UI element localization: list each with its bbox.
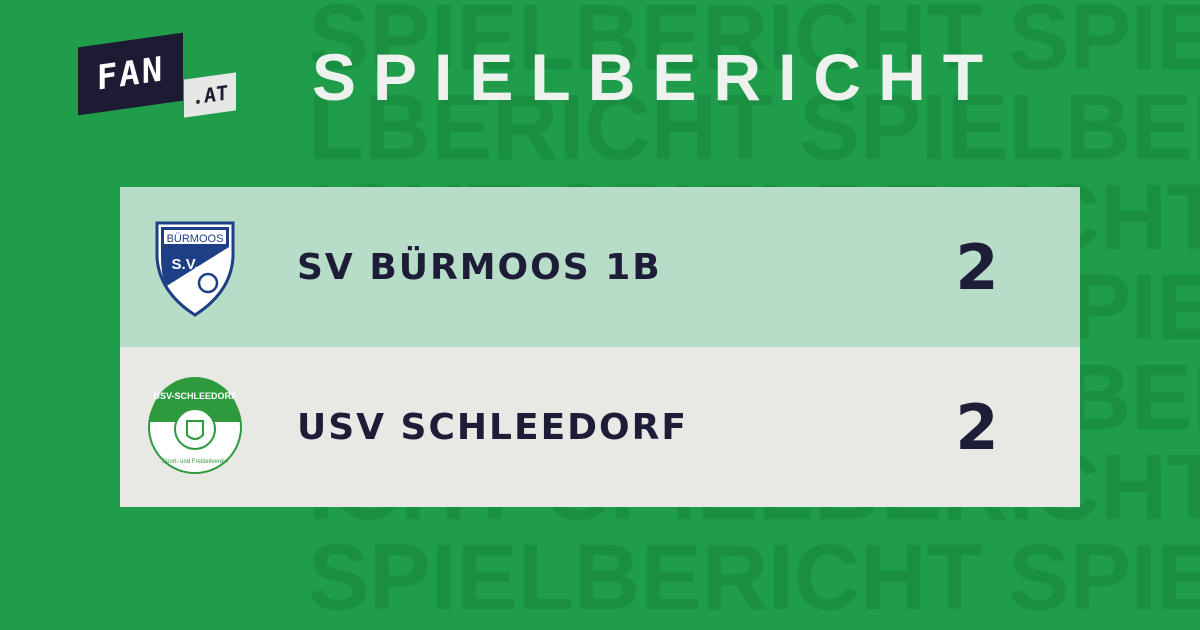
home-crest-text: BÜRMOOS	[167, 233, 224, 245]
buermoos-crest-icon: BÜRMOOS S.V.	[155, 221, 235, 317]
page-title: SPIELBERICHT	[312, 40, 1001, 114]
away-team-name: USV SCHLEEDORF	[297, 406, 688, 448]
away-crest-text: USV-SCHLEEDORF	[153, 391, 237, 401]
home-team-row: BÜRMOOS S.V. SV BÜRMOOS 1B 2	[120, 187, 1080, 347]
logo-at: .AT	[184, 72, 236, 118]
score-panel: BÜRMOOS S.V. SV BÜRMOOS 1B 2 USV-SCHLEED…	[120, 187, 1080, 507]
home-team-name: SV BÜRMOOS 1B	[297, 246, 662, 288]
schleedorf-crest-icon: USV-SCHLEEDORF Sport- und Freizeitverein	[148, 377, 242, 474]
home-team-score: 2	[955, 230, 999, 304]
away-team-row: USV-SCHLEEDORF Sport- und Freizeitverein…	[120, 347, 1080, 507]
away-crest-sub: Sport- und Freizeitverein	[162, 459, 228, 465]
home-crest-sub: S.V.	[172, 256, 199, 273]
away-team-score: 2	[955, 390, 999, 464]
